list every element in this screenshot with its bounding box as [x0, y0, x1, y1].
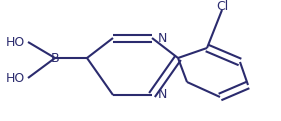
Text: N: N: [158, 31, 167, 45]
Text: HO: HO: [6, 35, 25, 49]
Text: HO: HO: [6, 72, 25, 84]
Text: N: N: [158, 88, 167, 102]
Text: B: B: [51, 52, 59, 64]
Text: Cl: Cl: [216, 0, 228, 13]
